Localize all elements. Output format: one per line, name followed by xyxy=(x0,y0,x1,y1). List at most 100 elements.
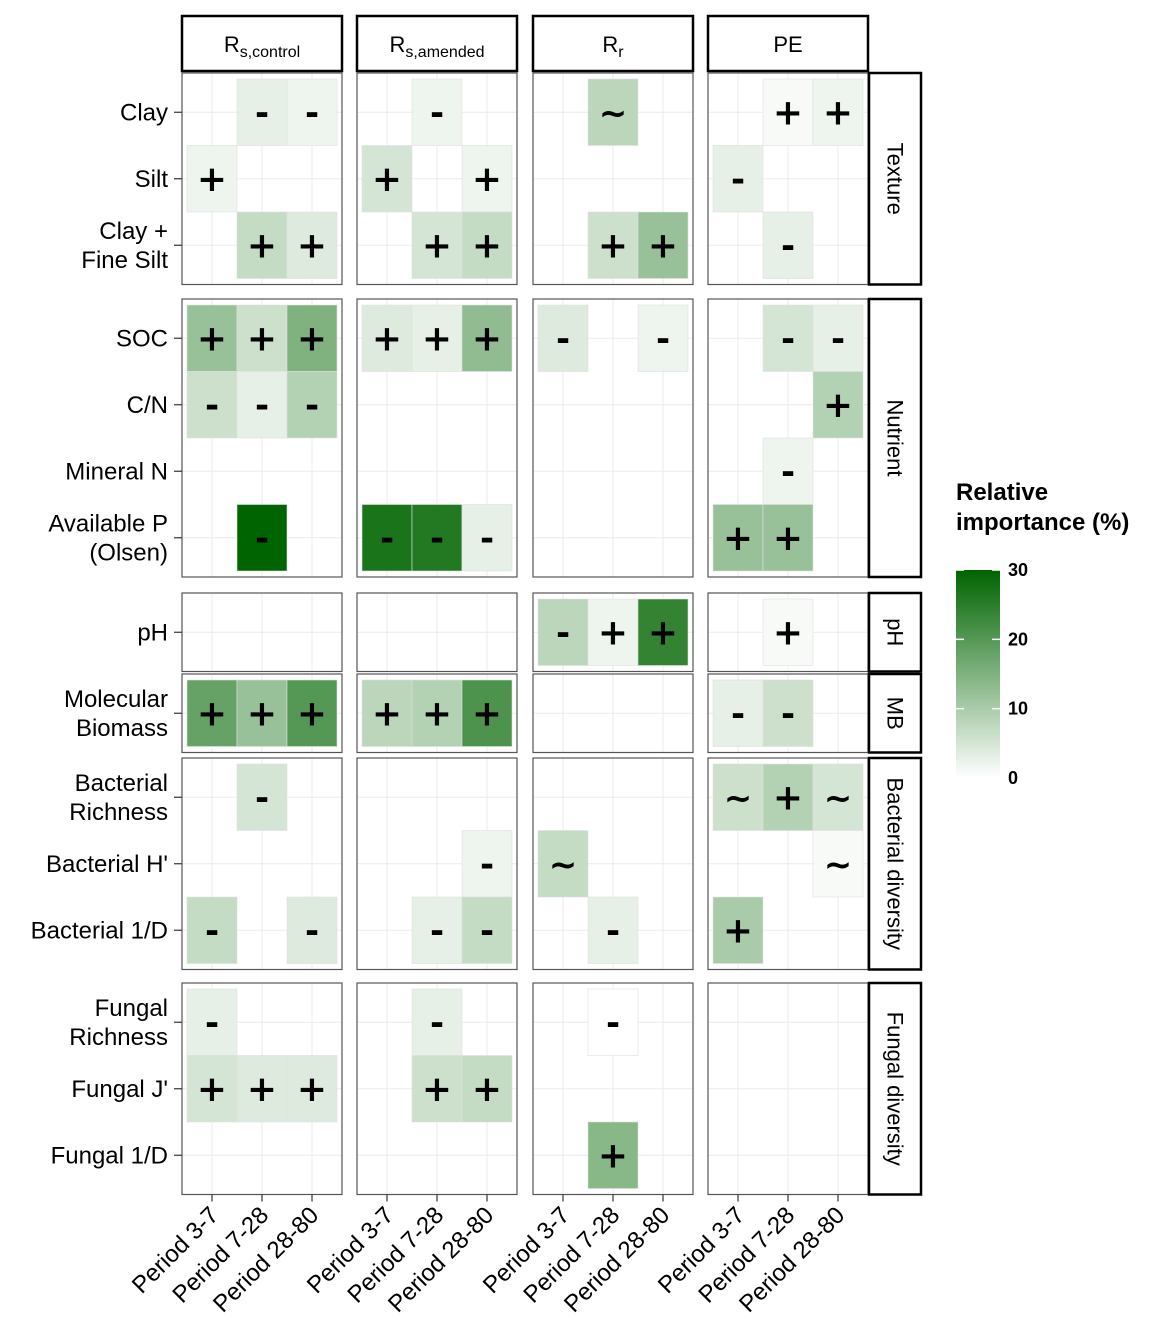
heatmap-cell xyxy=(286,371,338,439)
row-strip-nutrient xyxy=(867,297,923,579)
heatmap-cell xyxy=(361,679,413,747)
cell-sign-label: - xyxy=(430,911,444,951)
cell-sign-label: - xyxy=(606,911,620,951)
cell-sign-label: - xyxy=(430,93,444,133)
legend-colorbar xyxy=(956,570,1000,778)
cell-sign-label: + xyxy=(297,1069,327,1110)
heatmap-cell xyxy=(812,304,864,372)
heatmap-cell xyxy=(411,211,463,279)
cell-sign-label: + xyxy=(372,318,402,359)
heatmap-cell xyxy=(461,304,513,372)
cell-sign-label: + xyxy=(773,518,803,559)
cell-sign-label: + xyxy=(823,92,853,133)
cell-sign-label: + xyxy=(773,612,803,653)
column-strip-2 xyxy=(355,14,519,73)
heatmap-cell xyxy=(637,211,689,279)
cell-sign-label: - xyxy=(255,386,269,426)
heatmap-cell xyxy=(762,763,814,831)
cell-sign-label: + xyxy=(247,1069,277,1110)
cell-sign-label: + xyxy=(472,693,502,734)
y-axis-label: C/N xyxy=(127,392,168,419)
row-strip-bacterial-diversity xyxy=(867,756,923,971)
column-strip-4 xyxy=(706,14,870,73)
panel-border xyxy=(356,72,518,286)
cell-sign-label: + xyxy=(472,1069,502,1110)
cell-sign-label: + xyxy=(598,612,628,653)
cell-sign-label: ~ xyxy=(824,778,853,818)
panel-border xyxy=(356,298,518,578)
legend-tick-label: 30 xyxy=(1008,560,1028,580)
cell-sign-label: - xyxy=(255,93,269,133)
heatmap-cell xyxy=(286,211,338,279)
legend-tick-label: 0 xyxy=(1008,768,1018,788)
panel-border xyxy=(532,298,694,578)
heatmap-cell xyxy=(286,679,338,747)
cell-sign-label: + xyxy=(823,385,853,426)
cell-sign-label: - xyxy=(606,1003,620,1043)
y-axis-label: Bacterial xyxy=(75,770,168,797)
row-strip-label: Texture xyxy=(883,143,908,215)
cell-sign-label: - xyxy=(305,93,319,133)
y-axis-label: (Olsen) xyxy=(89,539,168,566)
heatmap-cell xyxy=(637,304,689,372)
heatmap-cell xyxy=(762,679,814,747)
cell-sign-label: ~ xyxy=(824,845,853,885)
cell-sign-label: - xyxy=(781,319,795,359)
cell-sign-label: - xyxy=(781,226,795,266)
cell-sign-label: ~ xyxy=(724,778,753,818)
heatmap-cell xyxy=(461,1055,513,1123)
cell-sign-label: + xyxy=(197,159,227,200)
row-strip-label: pH xyxy=(883,618,908,646)
y-axis-label: Biomass xyxy=(76,715,168,742)
row-strip-fungal-diversity xyxy=(867,981,923,1196)
heatmap-cell xyxy=(286,304,338,372)
cell-sign-label: + xyxy=(723,518,753,559)
cell-sign-label: + xyxy=(422,225,452,266)
heatmap-cell xyxy=(411,679,463,747)
y-axis-label: Clay + xyxy=(99,218,168,245)
row-strip-label: Nutrient xyxy=(883,399,908,476)
heatmap-cell xyxy=(762,78,814,146)
heatmap-cell xyxy=(812,763,864,831)
heatmap-cell xyxy=(286,78,338,146)
panel-border xyxy=(356,673,518,754)
cell-sign-label: - xyxy=(831,319,845,359)
heatmap-cell xyxy=(762,437,814,505)
heatmap-cell xyxy=(587,78,639,146)
cell-sign-label: + xyxy=(297,693,327,734)
y-axis-label: Molecular xyxy=(64,686,168,713)
legend-tick-label: 20 xyxy=(1008,629,1028,649)
heatmap-cell xyxy=(236,679,288,747)
cell-sign-label: - xyxy=(255,519,269,559)
heatmap-cell xyxy=(411,988,463,1056)
y-axis-layer: Clay Silt Clay +Fine Silt SOC C/N Mineral N Av… xyxy=(31,99,182,1169)
heatmap-cell xyxy=(762,211,814,279)
heatmap-cell xyxy=(587,988,639,1056)
cell-sign-label: - xyxy=(430,519,444,559)
cell-sign-label: - xyxy=(205,911,219,951)
cell-sign-label: + xyxy=(422,693,452,734)
heatmap-cell xyxy=(236,1055,288,1123)
heatmap-cell xyxy=(812,830,864,898)
cell-sign-label: + xyxy=(197,318,227,359)
cell-sign-label: - xyxy=(205,1003,219,1043)
heatmap-cell xyxy=(762,504,814,572)
y-axis-label: SOC xyxy=(116,325,168,352)
heatmap-cell xyxy=(411,78,463,146)
cell-sign-label: + xyxy=(598,1135,628,1176)
heatmap-cell xyxy=(762,598,814,666)
cell-sign-label: - xyxy=(731,694,745,734)
heatmap-cell xyxy=(712,763,764,831)
cell-sign-label: - xyxy=(305,911,319,951)
heatmap-cell xyxy=(411,304,463,372)
heatmap-cell xyxy=(587,598,639,666)
column-strip-3 xyxy=(531,14,695,73)
row-strip-label: MB xyxy=(883,697,908,730)
cell-sign-label: + xyxy=(598,225,628,266)
heatmap-cell xyxy=(712,896,764,964)
cell-sign-label: - xyxy=(430,1003,444,1043)
cell-sign-label: - xyxy=(480,519,494,559)
cell-sign-label: + xyxy=(247,225,277,266)
cell-sign-label: + xyxy=(247,693,277,734)
panel-border xyxy=(181,298,343,578)
